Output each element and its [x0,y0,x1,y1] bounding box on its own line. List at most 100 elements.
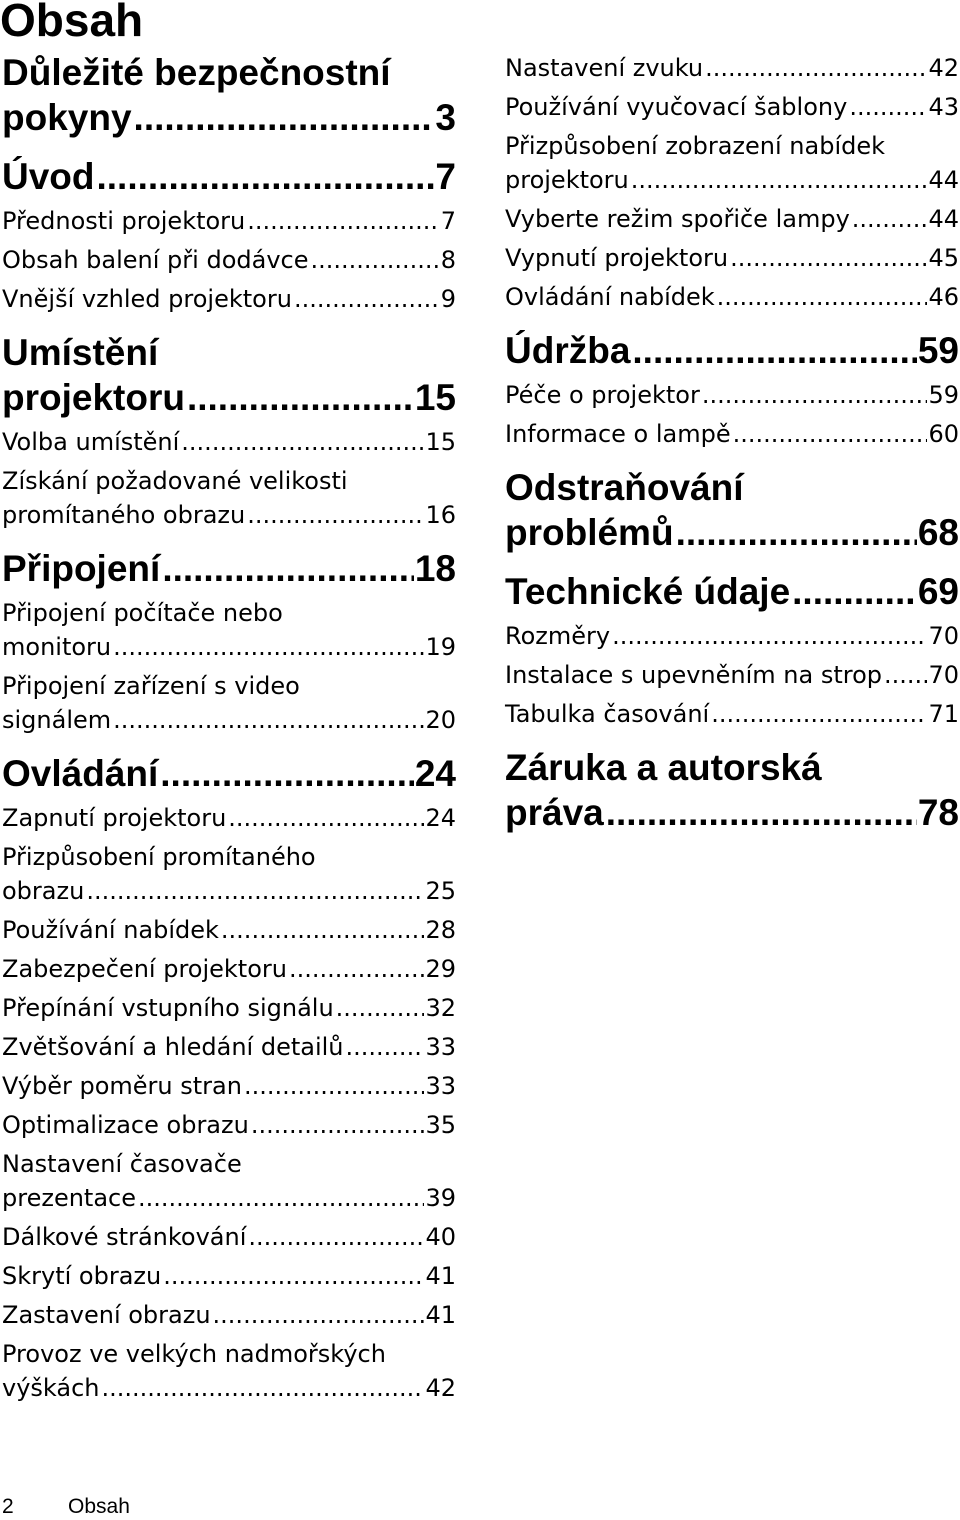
toc-subsection-entry[interactable]: Provoz ve velkých nadmořských výškách 42 [2,1337,456,1405]
toc-dot-leader [97,154,435,199]
toc-dot-leader [310,243,439,277]
toc-entry-title-line: Odstraňování [505,467,744,508]
toc-page-number: 43 [928,93,959,121]
toc-dot-leader [113,703,424,737]
toc-page-number: 7 [440,207,456,235]
toc-dot-leader [884,658,927,692]
toc-subsection-entry[interactable]: Tabulka časování 71 [505,697,959,731]
toc-subsection-entry[interactable]: Připojení počítače nebo monitoru 19 [2,596,456,664]
toc-section-entry[interactable]: Úvod 7 [2,154,456,199]
toc-entry-title-line: Zvětšování a hledání detailů [2,1033,344,1061]
toc-subsection-entry[interactable]: Zvětšování a hledání detailů 33 [2,1030,456,1064]
toc-entry-title-line: Rozměry [505,622,611,650]
toc-subsection-entry[interactable]: Vypnutí projektoru 45 [505,241,959,275]
toc-subsection-entry[interactable]: Skrytí obrazu 41 [2,1259,456,1293]
toc-page-number: 33 [425,1033,456,1061]
toc-subsection-entry[interactable]: Volba umístění 15 [2,425,456,459]
toc-entry-title-line: Optimalizace obrazu [2,1111,249,1139]
toc-subsection-entry[interactable]: Připojení zařízení s video signálem 20 [2,669,456,737]
toc-dot-leader [711,697,927,731]
toc-page-number: 42 [928,54,959,82]
toc-column-right: Nastavení zvuku 42 Používání vyučovací šab… [505,51,959,835]
toc-entry-title-line: Dálkové stránkování [2,1223,247,1251]
toc-subsection-entry[interactable]: Ovládání nabídek 46 [505,280,959,314]
toc-page-number: 45 [928,244,959,272]
toc-subsection-entry[interactable]: Používání vyučovací šablony 43 [505,90,959,124]
toc-page-number: 60 [928,420,959,448]
toc-subsection-entry[interactable]: Zastavení obrazu 41 [2,1298,456,1332]
toc-entry-title-line: Zapnutí projektoru [2,804,227,832]
toc-page-number: 24 [414,753,456,794]
toc-subsection-entry[interactable]: Vyberte režim spořiče lampy 44 [505,202,959,236]
toc-subsection-entry[interactable]: Optimalizace obrazu 35 [2,1108,456,1142]
toc-subsection-entry[interactable]: Přednosti projektoru 7 [2,204,456,238]
toc-subsection-entry[interactable]: Přizpůsobení zobrazení nabídek projektoru… [505,129,959,197]
toc-page-number: 8 [440,246,456,274]
toc-dot-leader [113,630,424,664]
toc-dot-leader [632,328,916,373]
toc-entry-title-line: Zastavení obrazu [2,1301,211,1329]
toc-subsection-entry[interactable]: Vnější vzhled projektoru 9 [2,282,456,316]
toc-page-number: 33 [425,1072,456,1100]
toc-section-entry[interactable]: Ovládání 24 [2,751,456,796]
toc-page-number: 44 [928,205,959,233]
toc-subsection-entry[interactable]: Zabezpečení projektoru 29 [2,952,456,986]
toc-subsection-entry[interactable]: Nastavení zvuku 42 [505,51,959,85]
toc-entry-title-line: Důležité bezpečnostní [2,52,391,93]
toc-entry-title-line: Nastavení časovače [2,1150,242,1178]
toc-entry-title-line: Ovládání [2,753,159,794]
toc-column-left: Důležité bezpečnostnípokyny3 Úvod7 Přednos… [2,50,456,1405]
toc-subsection-entry[interactable]: Rozměry 70 [505,619,959,653]
toc-page-number: 70 [928,661,959,689]
toc-dot-leader [676,510,917,555]
toc-subsection-entry[interactable]: Zapnutí projektoru 24 [2,801,456,835]
toc-entry-title-line: projektoru [2,377,185,418]
toc-dot-leader [162,546,414,591]
toc-page-number: 68 [917,512,959,553]
toc-section-entry[interactable]: Technické údaje 69 [505,569,959,614]
toc-entry-title-line: Používání nabídek [2,916,219,944]
toc-subsection-entry[interactable]: Používání nabídek 28 [2,913,456,947]
toc-subsection-entry[interactable]: Přizpůsobení promítaného obrazu 25 [2,840,456,908]
toc-dot-leader [792,569,917,614]
toc-subsection-entry[interactable]: Péče o projektor 59 [505,378,959,412]
toc-entry-title-line: Údržba [505,330,631,371]
page-title: Obsah [0,0,144,46]
toc-entry-title-line: Ovládání nabídek [505,283,715,311]
toc-subsection-entry[interactable]: Nastavení časovače prezentace 39 [2,1147,456,1215]
toc-entry-title-line: projektoru [505,166,629,194]
page-footer: 2 Obsah [2,1494,130,1520]
toc-entry-title-line: Připojení počítače nebo [2,599,283,627]
toc-subsection-entry[interactable]: Získání požadované velikosti promítaného … [2,464,456,532]
toc-dot-leader [733,417,928,451]
toc-page-number: 25 [425,877,456,905]
toc-subsection-entry[interactable]: Přepínání vstupního signálu 32 [2,991,456,1025]
toc-page-number: 46 [928,283,959,311]
toc-subsection-entry[interactable]: Obsah balení při dodávce 8 [2,243,456,277]
toc-dot-leader [163,1259,424,1293]
toc-page-number: 70 [928,622,959,650]
toc-subsection-entry[interactable]: Dálkové stránkování 40 [2,1220,456,1254]
toc-page-number: 16 [425,501,456,529]
toc-entry-title-line: výškách [2,1374,100,1402]
toc-entry-title-line: práva [505,792,604,833]
toc-dot-leader [138,1181,424,1215]
toc-section-entry[interactable]: Údržba 59 [505,328,959,373]
toc-dot-leader [247,204,439,238]
toc-entry-title-line: Přepínání vstupního signálu [2,994,334,1022]
toc-subsection-entry[interactable]: Výběr poměru stran 33 [2,1069,456,1103]
toc-entry-title-line: Připojení zařízení s video [2,672,300,700]
toc-section-entry[interactable]: Připojení 18 [2,546,456,591]
toc-dot-leader [213,1298,425,1332]
footer-section-name: Obsah [68,1495,130,1518]
toc-entry-title-line: Instalace s upevněním na strop [505,661,883,689]
toc-subsection-entry[interactable]: Informace o lampě 60 [505,417,959,451]
toc-entry-title-line: Péče o projektor [505,381,700,409]
toc-dot-leader [631,163,928,197]
toc-subsection-entry[interactable]: Instalace s upevněním na strop 70 [505,658,959,692]
toc-entry-title-line: Tabulka časování [505,700,710,728]
